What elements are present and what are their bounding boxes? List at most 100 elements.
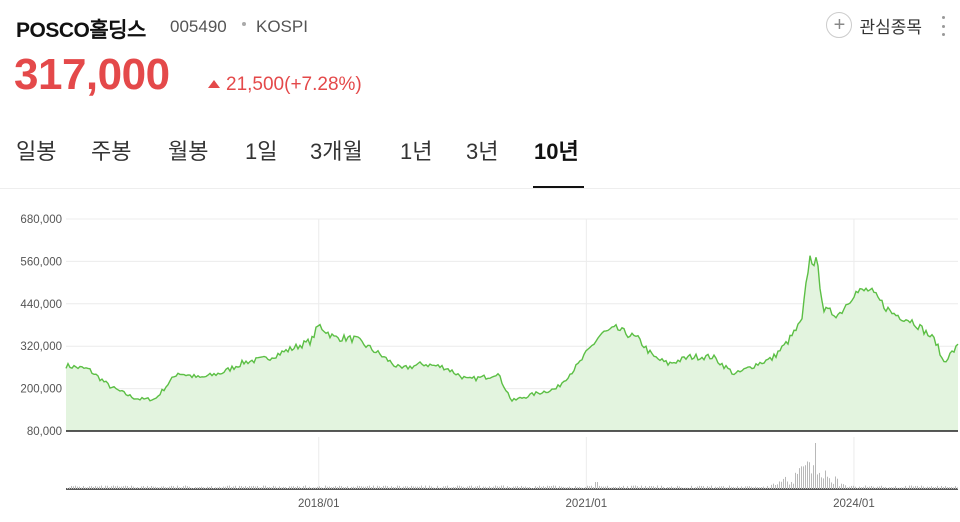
- volume-bar: [447, 485, 448, 489]
- volume-bar: [651, 486, 652, 489]
- volume-bar: [403, 486, 404, 489]
- volume-bar: [467, 486, 468, 489]
- price-area-fill: [66, 255, 958, 431]
- volume-bar: [579, 486, 580, 489]
- volume-bar: [275, 486, 276, 489]
- volume-bar: [531, 487, 532, 489]
- volume-bar: [355, 487, 356, 489]
- volume-bar: [215, 487, 216, 489]
- volume-bar: [91, 486, 92, 489]
- volume-bar: [363, 486, 364, 489]
- tab-1day[interactable]: 1일: [245, 139, 278, 164]
- volume-bar: [581, 487, 582, 489]
- volume-bar: [311, 487, 312, 489]
- volume-bar: [471, 485, 472, 489]
- volume-bar: [669, 487, 670, 489]
- volume-bar: [523, 486, 524, 489]
- volume-bar: [881, 485, 882, 489]
- volume-bar: [541, 486, 542, 489]
- favorite-label: 관심종목: [859, 17, 922, 37]
- volume-bar: [743, 487, 744, 489]
- tab-monthly[interactable]: 월봉: [168, 139, 209, 164]
- volume-bar: [759, 487, 760, 489]
- volume-bar: [191, 487, 192, 489]
- volume-bar: [147, 485, 148, 489]
- tab-10year[interactable]: 10년: [534, 139, 579, 164]
- volume-bar: [821, 477, 822, 489]
- volume-bar: [219, 486, 220, 489]
- volume-bar: [613, 486, 614, 489]
- volume-bar: [755, 486, 756, 489]
- volume-bar: [943, 487, 944, 489]
- volume-bar: [657, 485, 658, 489]
- volume-bar: [77, 486, 78, 489]
- volume-bar: [913, 486, 914, 489]
- volume-bar: [305, 485, 306, 489]
- volume-bar: [249, 486, 250, 489]
- volume-bar: [735, 487, 736, 489]
- volume-bar: [811, 473, 812, 489]
- add-favorite-button[interactable]: + 관심종목: [826, 10, 922, 40]
- volume-bar: [799, 468, 800, 489]
- volume-bar: [107, 485, 108, 489]
- volume-bar: [673, 487, 674, 489]
- volume-bar: [439, 487, 440, 489]
- volume-bar: [461, 486, 462, 489]
- volume-bar: [473, 487, 474, 489]
- price-chart[interactable]: 680,000 560,000 440,000 320,000 200,000 80,00…: [0, 205, 960, 515]
- volume-bar: [795, 472, 796, 489]
- volume-bar: [483, 486, 484, 489]
- volume-bar: [797, 473, 798, 489]
- volume-bar: [691, 485, 692, 489]
- tab-1year[interactable]: 1년: [400, 139, 433, 164]
- volume-bar: [583, 487, 584, 489]
- volume-bar: [933, 487, 934, 489]
- volume-bar: [951, 486, 952, 489]
- y-tick-label: 200,000: [20, 384, 62, 396]
- volume-bar: [907, 487, 908, 489]
- volume-bar: [367, 486, 368, 489]
- volume-bar: [153, 486, 154, 489]
- volume-bar: [323, 487, 324, 489]
- volume-bar: [233, 486, 234, 489]
- volume-bar: [217, 487, 218, 489]
- volume-bar: [521, 485, 522, 489]
- volume-bar: [331, 487, 332, 489]
- volume-bar: [221, 487, 222, 489]
- more-options-icon[interactable]: [940, 16, 946, 36]
- volume-bar: [777, 484, 778, 489]
- volume-bar: [511, 487, 512, 489]
- volume-bar: [593, 487, 594, 489]
- volume-bar: [181, 487, 182, 489]
- volume-bar: [329, 486, 330, 489]
- price-change: 21,500(+7.28%): [208, 74, 362, 96]
- volume-bar: [225, 486, 226, 489]
- volume-bar: [425, 485, 426, 489]
- tab-3month[interactable]: 3개월: [310, 139, 363, 164]
- volume-bar: [663, 486, 664, 489]
- price-line: [65, 255, 959, 403]
- volume-bar: [923, 486, 924, 489]
- y-tick-label: 320,000: [20, 341, 62, 353]
- volume-bar: [629, 487, 630, 489]
- volume-bar: [113, 485, 114, 489]
- volume-bar: [701, 485, 702, 489]
- volume-bar: [205, 487, 206, 489]
- volume-bar: [309, 486, 310, 489]
- volume-bar: [283, 486, 284, 489]
- tab-weekly[interactable]: 주봉: [91, 139, 132, 164]
- volume-bar: [501, 485, 502, 489]
- volume-bar: [801, 466, 802, 489]
- volume-bar: [899, 487, 900, 489]
- volume-bar: [539, 485, 540, 489]
- volume-bar: [749, 486, 750, 489]
- volume-bar: [183, 486, 184, 489]
- volume-bar: [719, 486, 720, 489]
- volume-bar: [137, 487, 138, 489]
- tab-3year[interactable]: 3년: [466, 139, 499, 164]
- volume-bar: [925, 487, 926, 489]
- tab-daily[interactable]: 일봉: [16, 139, 57, 164]
- volume-bar: [387, 486, 388, 489]
- volume-bar: [577, 487, 578, 489]
- volume-bar: [693, 487, 694, 489]
